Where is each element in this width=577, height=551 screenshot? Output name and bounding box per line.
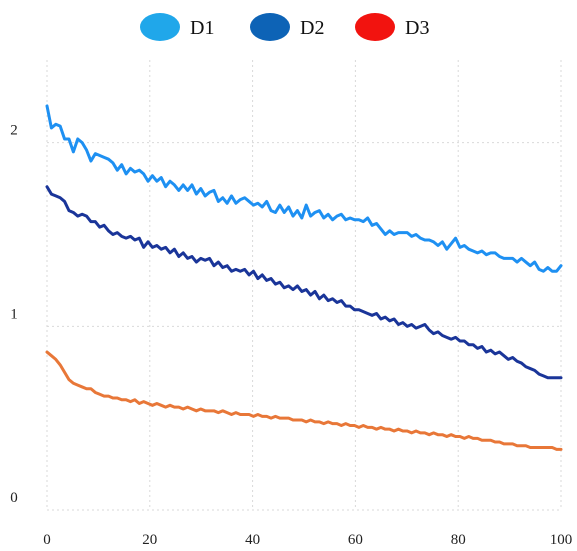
x-tick-label: 60 [348, 532, 363, 548]
x-tick-label: 100 [550, 532, 573, 548]
grid-layer [46, 60, 562, 511]
series-line-d2 [45, 185, 563, 380]
legend: D1 D2 D3 [140, 13, 429, 41]
series-line-d1 [45, 104, 563, 273]
series-line-d3 [45, 350, 563, 451]
x-tick-label: 80 [451, 532, 466, 548]
y-tick-label: 1 [10, 306, 18, 322]
x-tick-label: 20 [142, 532, 157, 548]
y-tick-label: 2 [10, 123, 18, 139]
legend-marker-d2 [250, 13, 290, 41]
y-tick-label: 0 [10, 490, 18, 506]
legend-label-d1: D1 [190, 17, 214, 39]
legend-label-d3: D3 [405, 17, 429, 39]
axis-layer: 0 20 40 60 80 100 0 1 2 [10, 123, 572, 548]
legend-marker-d3 [355, 13, 395, 41]
legend-label-d2: D2 [300, 17, 324, 39]
series-layer [45, 104, 563, 451]
x-tick-label: 40 [245, 532, 260, 548]
legend-marker-d1 [140, 13, 180, 41]
x-tick-label: 0 [43, 532, 51, 548]
